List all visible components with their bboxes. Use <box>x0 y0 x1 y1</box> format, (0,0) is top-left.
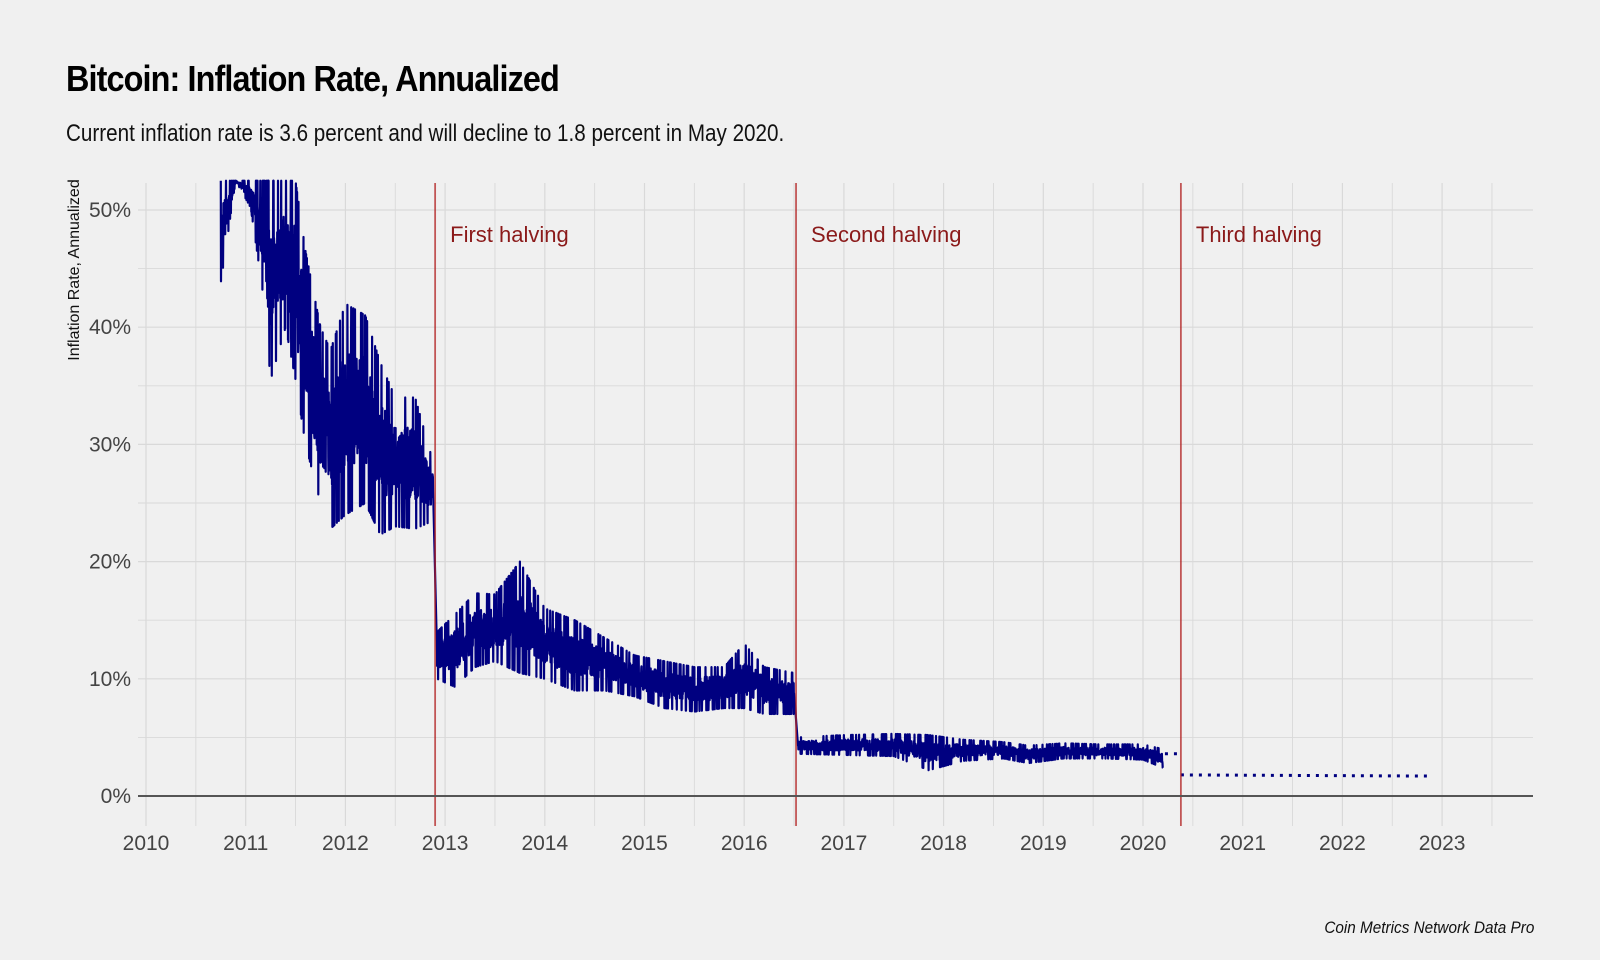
x-tick-label: 2013 <box>422 832 469 855</box>
inflation-rate-line <box>219 179 1164 772</box>
x-tick-label: 2021 <box>1219 832 1266 855</box>
x-tick-label: 2015 <box>621 832 668 855</box>
x-tick-label: 2019 <box>1020 832 1067 855</box>
x-tick-label: 2017 <box>821 832 868 855</box>
grid-lines <box>138 183 1533 826</box>
x-tick-label: 2014 <box>521 832 568 855</box>
y-tick-label: 20% <box>89 551 131 574</box>
chart-title: Bitcoin: Inflation Rate, Annualized <box>66 58 560 99</box>
y-axis-label: Inflation Rate, Annualized <box>66 179 83 360</box>
source-caption: Coin Metrics Network Data Pro <box>1323 918 1534 937</box>
projection-line-2 <box>1180 773 1433 778</box>
x-tick-label: 2020 <box>1120 832 1167 855</box>
x-tick-label: 2012 <box>322 832 369 855</box>
x-tick-label: 2023 <box>1419 832 1466 855</box>
x-tick-label: 2022 <box>1319 832 1366 855</box>
axes: 0% 10% 20% 30% 40% 50% 2010 2011 2012 2013 2014 201… <box>89 199 1533 855</box>
x-tick-label: 2011 <box>223 832 268 855</box>
halving-label: First halving <box>450 222 569 247</box>
chart-subtitle: Current inflation rate is 3.6 percent an… <box>66 120 785 147</box>
series-layer <box>219 179 1433 778</box>
y-tick-label: 40% <box>89 316 131 339</box>
halving-label: Second halving <box>811 222 961 247</box>
x-tick-label: 2016 <box>721 832 768 855</box>
x-tick-label: 2010 <box>123 832 170 855</box>
x-tick-label: 2018 <box>920 832 967 855</box>
y-tick-label: 10% <box>89 668 131 691</box>
halving-label: Third halving <box>1196 222 1322 247</box>
y-tick-label: 30% <box>89 433 131 456</box>
y-tick-label: 0% <box>101 785 131 808</box>
halving-markers: First halving Second halving Third halving <box>434 183 1322 826</box>
y-tick-label: 50% <box>89 199 131 222</box>
